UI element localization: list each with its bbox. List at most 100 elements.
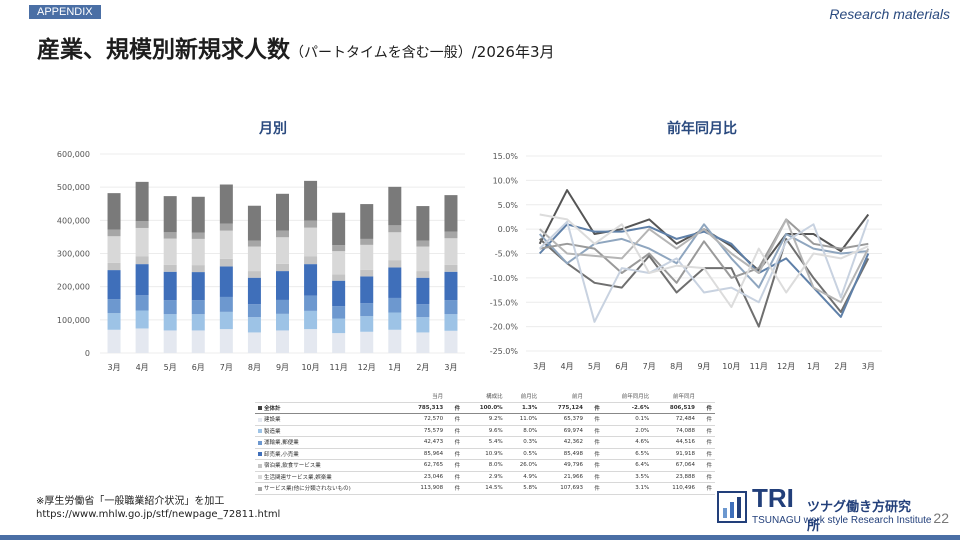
- table-cell: 75,579: [400, 425, 447, 437]
- bar-segment: [135, 310, 149, 329]
- table-cell: 0.1%: [602, 413, 653, 426]
- table-header: [446, 391, 464, 403]
- row-label: 宿泊業,飲食サービス業: [264, 463, 321, 470]
- bar-segment: [107, 229, 121, 237]
- bar-segment: [219, 230, 233, 259]
- table-cell: 件: [585, 425, 603, 437]
- table-cell: 6.4%: [602, 459, 653, 472]
- table-cell: 件: [446, 471, 464, 483]
- table-cell: 91,918: [652, 448, 698, 460]
- legend-swatch: [258, 486, 262, 491]
- bar-segment: [247, 332, 261, 353]
- table-cell: 運輸業,郵便業: [255, 436, 401, 449]
- source-url[interactable]: https://www.mhlw.go.jp/stf/newpage_72811…: [36, 509, 281, 520]
- table-cell: 9.6%: [463, 425, 506, 437]
- y-tick-label: 200,000: [57, 283, 90, 292]
- bar-segment: [304, 329, 318, 353]
- x-tick-label: 6月: [192, 363, 205, 372]
- bar-segment: [247, 304, 261, 318]
- logo-en-text: TSUNAGU work style Research Institute: [752, 515, 932, 526]
- table-cell: 件: [446, 413, 464, 426]
- bar-segment: [219, 329, 233, 353]
- series-line: [539, 218, 870, 304]
- table-cell: 1.3%: [505, 402, 541, 414]
- table-row: 運輸業,郵便業 42,473 件 5.4% 0.3% 42,362 件 4.6% 44,516 件: [255, 436, 715, 449]
- bar-segment: [416, 304, 430, 318]
- x-tick-label: 1月: [807, 362, 820, 371]
- x-tick-label: 2月: [834, 362, 847, 371]
- x-tick-label: 6月: [615, 362, 628, 371]
- table-row: 全体計 785,313 件 100.0% 1.3% 775,124 件 -2.6% 806,51…: [255, 402, 715, 414]
- bar-segment: [135, 256, 149, 265]
- table-cell: 件: [446, 425, 464, 437]
- y-tick-label: 300,000: [57, 250, 90, 259]
- bar-segment: [219, 184, 233, 224]
- bar-segment: [388, 260, 402, 268]
- table-header: 前月: [540, 391, 586, 403]
- table-cell: 2.0%: [602, 425, 653, 437]
- table-cell: 72,570: [400, 413, 447, 426]
- y-tick-label: -15.0%: [490, 298, 519, 307]
- bar-segment: [360, 269, 374, 277]
- bar-segment: [388, 225, 402, 233]
- bar-segment: [276, 313, 289, 331]
- table-cell: 44,516: [652, 436, 698, 449]
- x-tick-label: 3月: [533, 362, 546, 371]
- table-cell: 49,796: [540, 459, 586, 472]
- series-line: [539, 219, 870, 323]
- table-cell: 件: [585, 436, 603, 449]
- bar-segment: [191, 238, 205, 266]
- y-tick-label: 600,000: [57, 150, 90, 159]
- bar-segment: [191, 232, 205, 239]
- row-label: 製造業: [264, 428, 281, 435]
- table-header: [585, 391, 603, 403]
- bar-segment: [247, 317, 261, 333]
- table-cell: 62,765: [400, 459, 447, 472]
- bar-segment: [276, 237, 289, 264]
- table-cell: 件: [585, 482, 603, 495]
- yoy-chart-title: 前年同月比: [667, 121, 737, 137]
- tri-logo: TRI ツナグ働き方研究所 TSUNAGU work style Researc…: [712, 483, 932, 534]
- bar-segment: [276, 271, 289, 300]
- bar-segment: [444, 271, 458, 301]
- table-header: 当月: [400, 391, 447, 403]
- monthly-chart-title: 月別: [259, 121, 287, 137]
- title-main: 産業、規模別新規求人数: [37, 37, 290, 63]
- table-cell: 件: [697, 425, 715, 437]
- logo-jp-text: ツナグ働き方研究所: [807, 500, 912, 534]
- table-cell: 件: [446, 448, 464, 460]
- y-tick-label: 0: [85, 349, 90, 358]
- bar-segment: [163, 314, 177, 331]
- table-cell: 23,888: [652, 471, 698, 483]
- x-tick-label: 8月: [670, 362, 683, 371]
- table-cell: 件: [697, 459, 715, 472]
- bar-segment: [332, 251, 346, 275]
- title-date: /2026年3月: [471, 43, 555, 61]
- bar-segment: [219, 258, 233, 267]
- table-cell: 2.9%: [463, 471, 506, 483]
- y-tick-label: 5.0%: [498, 201, 519, 210]
- bar-segment: [444, 195, 458, 232]
- bar-segment: [360, 303, 374, 317]
- bar-segment: [135, 328, 149, 353]
- row-label: 卸売業,小売業: [264, 451, 299, 458]
- legend-swatch: [258, 429, 262, 434]
- x-tick-label: 4月: [561, 362, 574, 371]
- bar-segment: [219, 266, 233, 297]
- bar-segment: [163, 232, 177, 239]
- table-cell: 件: [446, 402, 464, 414]
- y-tick-label: 400,000: [57, 216, 90, 225]
- table-cell: 42,473: [400, 436, 447, 449]
- bar-segment: [388, 297, 402, 313]
- bar-segment: [219, 311, 233, 330]
- table-header: [697, 391, 715, 403]
- bar-segment: [247, 271, 261, 278]
- bar-segment: [191, 330, 205, 353]
- logo-mark-icon: [717, 491, 747, 523]
- bar-segment: [444, 300, 458, 315]
- bar-segment: [135, 295, 149, 311]
- row-label: サービス業(他に分類されないもの): [264, 486, 351, 493]
- x-tick-label: 5月: [588, 362, 601, 371]
- table-row: 建設業 72,570 件 9.2% 11.0% 65,379 件 0.1% 72,484 件: [255, 413, 715, 426]
- legend-swatch: [258, 417, 262, 422]
